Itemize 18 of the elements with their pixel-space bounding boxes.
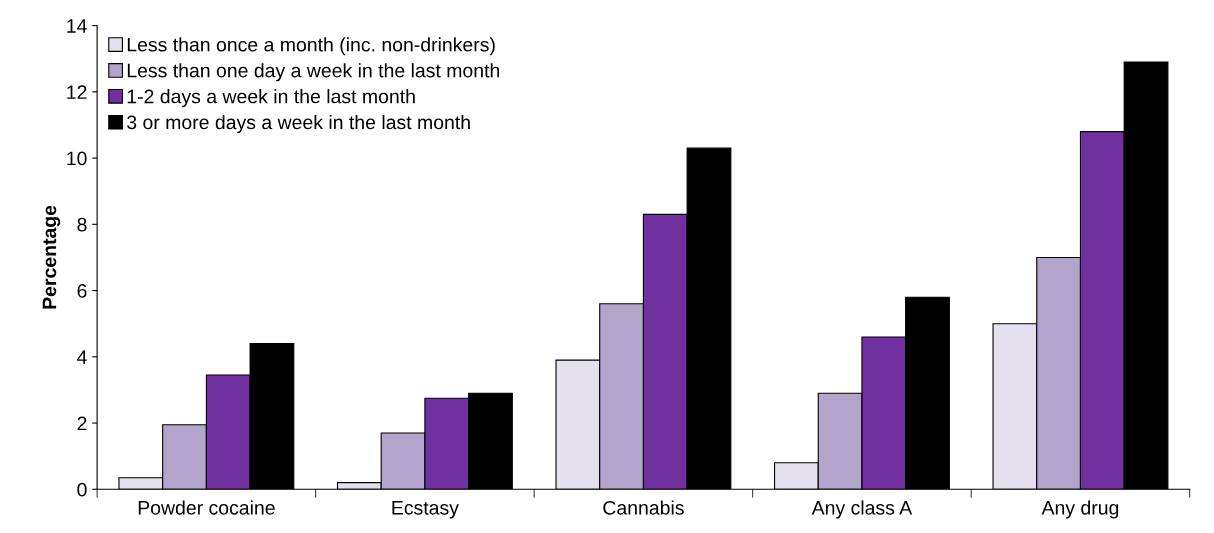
y-tick-label: 8 — [77, 217, 87, 232]
x-tick-label: Cannabis — [603, 500, 684, 515]
legend-label: 1-2 days a week in the last month — [127, 89, 415, 108]
y-tick-label: 0 — [77, 482, 87, 497]
y-tick-label: 2 — [77, 416, 87, 431]
y-axis-title: Percentage — [42, 205, 61, 309]
x-tick-label: Ecstasy — [392, 501, 459, 519]
x-tick-label: Any class A — [811, 500, 913, 519]
legend-label: Less than one day a week in the last month — [127, 63, 500, 82]
legend-label: 3 or more days a week in the last month — [127, 114, 470, 134]
x-tick-label: Any drug — [1041, 500, 1119, 519]
y-tick-label: 6 — [77, 284, 87, 298]
y-tick-label: 10 — [67, 151, 87, 166]
y-tick-label: 4 — [77, 350, 87, 364]
legend-label: Less than once a month (inc. non-drinkers) — [127, 37, 495, 56]
x-tick-label: Powder cocaine — [138, 500, 275, 515]
y-tick-label: 12 — [67, 85, 87, 99]
y-tick-label: 14 — [67, 19, 87, 33]
